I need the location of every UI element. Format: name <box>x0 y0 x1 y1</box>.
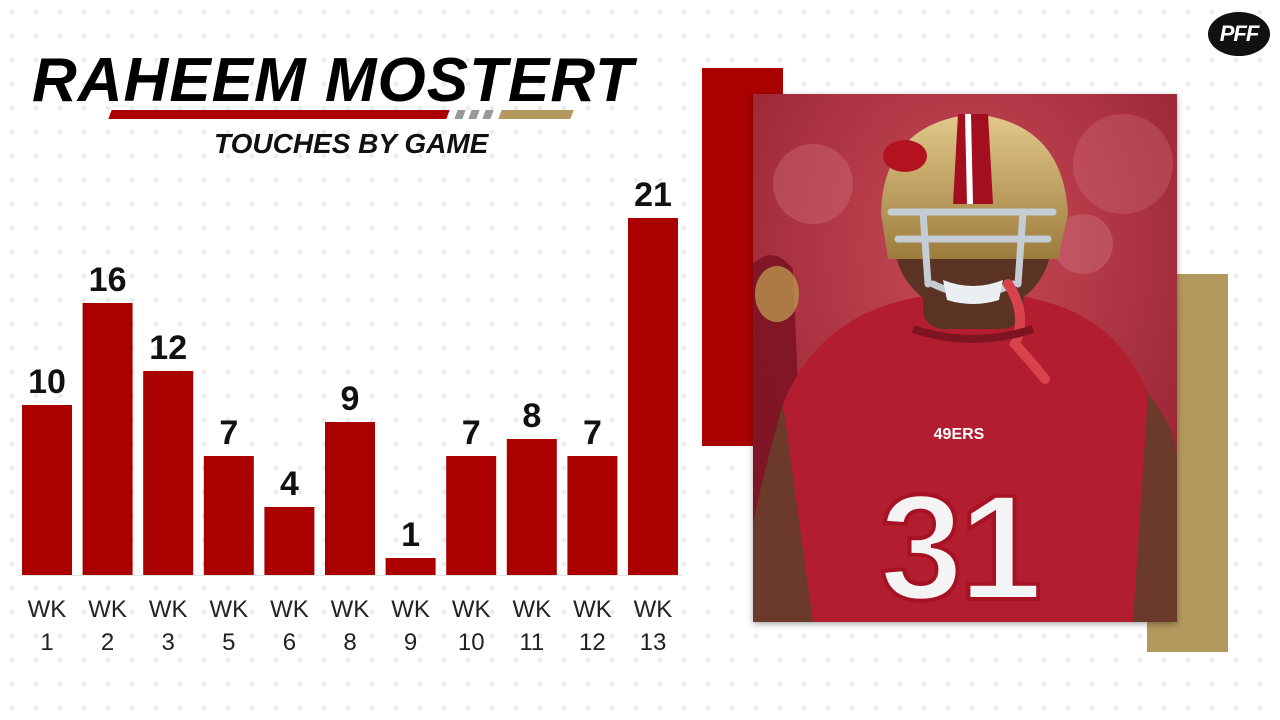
bar-value-label: 10 <box>28 363 66 401</box>
bar-wk-8 <box>325 422 375 575</box>
chart-subtitle: TOUCHES BY GAME <box>214 128 489 159</box>
bar-value-label: 9 <box>341 380 360 418</box>
bar-wk-11 <box>506 439 557 575</box>
x-tick-label: WK 1 <box>28 596 67 656</box>
value-labels-group: 10 16 12 7 4 9 1 7 8 7 21 <box>28 176 672 554</box>
pff-logo: PFF <box>1208 12 1270 56</box>
bar-wk-5 <box>203 456 254 575</box>
chart-title: RAHEEM MOSTERT <box>32 46 634 115</box>
bar-value-label: 4 <box>280 465 299 503</box>
bars-group <box>22 218 678 575</box>
tick-labels-group: WK 1 WK 2 WK 3 WK 5 WK 6 WK 8 WK 9 WK 10 WK 11 WK 12 WK 13 <box>28 596 673 656</box>
x-tick-label: WK 6 <box>270 596 309 656</box>
bar-value-label: 7 <box>583 414 602 452</box>
bar-wk-3 <box>143 371 194 575</box>
bar-wk-9 <box>385 558 436 575</box>
x-tick-label: WK 9 <box>391 596 430 656</box>
bar-wk-2 <box>82 303 133 575</box>
jersey-number: 31 <box>880 463 1039 622</box>
bar-value-label: 7 <box>219 414 238 452</box>
x-tick-label: WK 2 <box>88 596 127 656</box>
bar-value-label: 8 <box>522 397 541 435</box>
bar-value-label: 16 <box>89 261 127 299</box>
bar-wk-1 <box>22 405 72 575</box>
bar-value-label: 21 <box>634 176 672 214</box>
bar-wk-6 <box>264 507 315 575</box>
x-tick-label: WK 5 <box>209 596 248 656</box>
x-tick-label: WK 12 <box>573 596 612 656</box>
bar-wk-10 <box>446 456 497 575</box>
jersey-chest-text: 49ERS <box>934 426 985 443</box>
x-tick-label: WK 8 <box>331 596 370 656</box>
bar-wk-13 <box>628 218 678 575</box>
x-tick-label: WK 11 <box>512 596 551 656</box>
x-tick-label: WK 10 <box>452 596 491 656</box>
bar-value-label: 12 <box>149 329 187 367</box>
bar-wk-12 <box>567 456 618 575</box>
bar-value-label: 1 <box>401 516 420 554</box>
bar-value-label: 7 <box>462 414 481 452</box>
x-tick-label: WK 3 <box>149 596 188 656</box>
x-tick-label: WK 13 <box>634 596 673 656</box>
player-photo: 49ERS 31 <box>753 94 1177 622</box>
